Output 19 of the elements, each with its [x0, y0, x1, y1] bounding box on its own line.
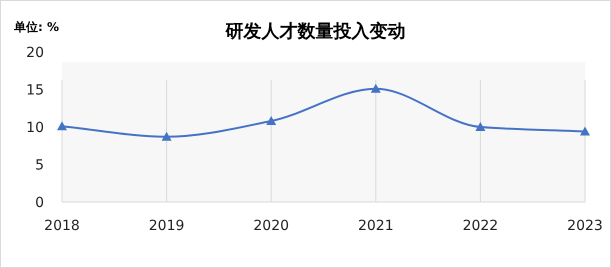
point [580, 126, 590, 136]
x-tick-label: 2020 [253, 218, 290, 234]
y-tick-label: 15 [26, 82, 44, 98]
x-tick-label: 2021 [358, 218, 394, 234]
point [266, 116, 276, 125]
y-tick-label: 0 [35, 195, 44, 211]
y-tick-label: 5 [35, 158, 44, 174]
x-tick-label: 2023 [567, 218, 603, 234]
x-tick-label: 2018 [44, 218, 80, 234]
point [370, 84, 381, 93]
y-tick-label: 10 [26, 120, 44, 136]
y-tick-label: 20 [26, 45, 44, 61]
y-axis-title: 单位: % [13, 20, 59, 34]
chart-title: 研发人才数量投入变动 [224, 21, 406, 42]
point [162, 132, 172, 141]
x-tick-label: 2019 [148, 218, 184, 234]
point [475, 122, 486, 131]
point [57, 121, 67, 130]
x-tick-label: 2022 [462, 218, 498, 234]
